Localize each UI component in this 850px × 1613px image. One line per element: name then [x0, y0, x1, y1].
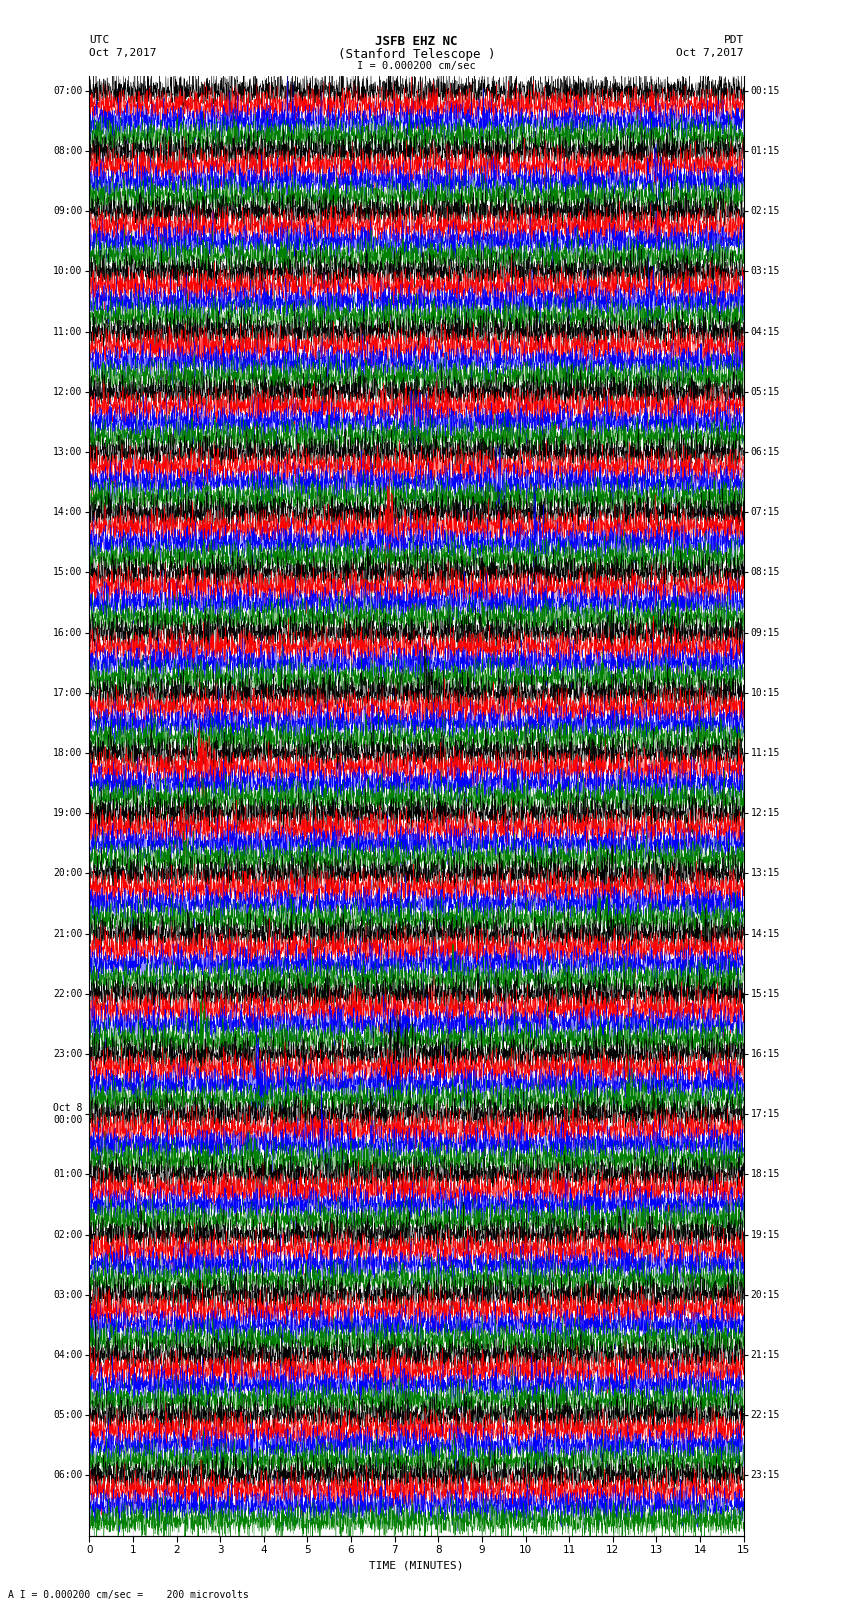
- Text: A I = 0.000200 cm/sec =    200 microvolts: A I = 0.000200 cm/sec = 200 microvolts: [8, 1590, 249, 1600]
- Text: JSFB EHZ NC: JSFB EHZ NC: [375, 35, 458, 48]
- X-axis label: TIME (MINUTES): TIME (MINUTES): [369, 1561, 464, 1571]
- Text: (Stanford Telescope ): (Stanford Telescope ): [337, 48, 496, 61]
- Text: I = 0.000200 cm/sec: I = 0.000200 cm/sec: [357, 61, 476, 71]
- Text: UTC: UTC: [89, 35, 110, 45]
- Text: PDT: PDT: [723, 35, 744, 45]
- Text: Oct 7,2017: Oct 7,2017: [89, 48, 156, 58]
- Text: Oct 7,2017: Oct 7,2017: [677, 48, 744, 58]
